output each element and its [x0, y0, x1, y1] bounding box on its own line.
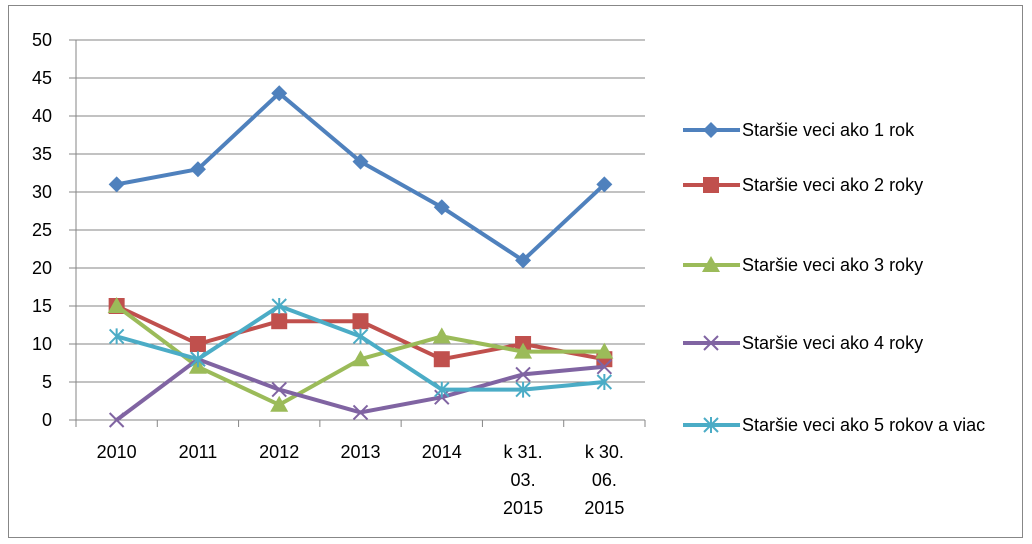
y-tick-label: 15 [31, 296, 52, 316]
data-point [434, 381, 450, 398]
data-point [107, 297, 126, 313]
data-point [351, 350, 370, 367]
legend-marker [702, 256, 720, 272]
y-tick-label: 50 [31, 30, 52, 50]
y-tick-label: 30 [31, 182, 52, 202]
x-tick-label: 2010 [96, 442, 137, 462]
data-point [271, 85, 288, 102]
y-tick-label: 40 [31, 106, 52, 126]
y-tick-label: 35 [31, 144, 52, 164]
legend-label: Staršie veci ako 2 roky [742, 175, 924, 195]
chart-border [8, 5, 1023, 538]
data-point [189, 336, 206, 352]
data-point [596, 359, 613, 375]
x-tick-label: 2011 [178, 442, 218, 462]
data-point [433, 199, 450, 216]
y-tick-label: 0 [41, 410, 52, 430]
y-tick-label: 45 [31, 68, 52, 88]
data-point [433, 351, 450, 368]
data-point [515, 381, 531, 398]
legend-label: Staršie veci ako 4 roky [742, 333, 924, 353]
data-point [271, 381, 287, 398]
data-point [270, 395, 289, 412]
legend-marker [703, 335, 719, 351]
x-tick-label: 2014 [421, 442, 462, 462]
data-point [271, 298, 287, 314]
data-point [108, 176, 125, 193]
data-point [352, 328, 369, 345]
data-point [596, 374, 613, 390]
data-point [108, 412, 125, 428]
data-point [190, 351, 206, 368]
data-point [515, 252, 532, 269]
legend-label: Staršie veci ako 1 rok [742, 120, 915, 140]
data-point [515, 366, 531, 383]
data-point [514, 342, 533, 359]
x-tick-label: 2012 [259, 442, 300, 462]
legend-label: Staršie veci ako 3 roky [742, 255, 924, 275]
data-point [432, 327, 451, 344]
x-tick-label: k 31. 03. 2015 [503, 442, 544, 518]
data-point [352, 404, 369, 421]
legend-marker [703, 177, 719, 193]
y-tick-label: 5 [41, 372, 52, 392]
data-point [189, 161, 206, 178]
data-point [595, 342, 614, 359]
legend-marker [703, 122, 719, 138]
x-tick-label: k 30. 06. 2015 [584, 442, 625, 518]
data-point [352, 153, 369, 170]
legend-label: Staršie veci ako 5 rokov a viac [742, 415, 986, 435]
data-point [596, 176, 613, 193]
x-tick-label: 2013 [340, 442, 381, 462]
data-point [352, 313, 369, 330]
y-tick-label: 20 [31, 258, 52, 278]
data-point [271, 313, 288, 330]
y-tick-label: 10 [31, 334, 52, 354]
y-tick-label: 25 [31, 220, 52, 240]
data-point [108, 328, 125, 345]
legend-marker [703, 417, 719, 433]
